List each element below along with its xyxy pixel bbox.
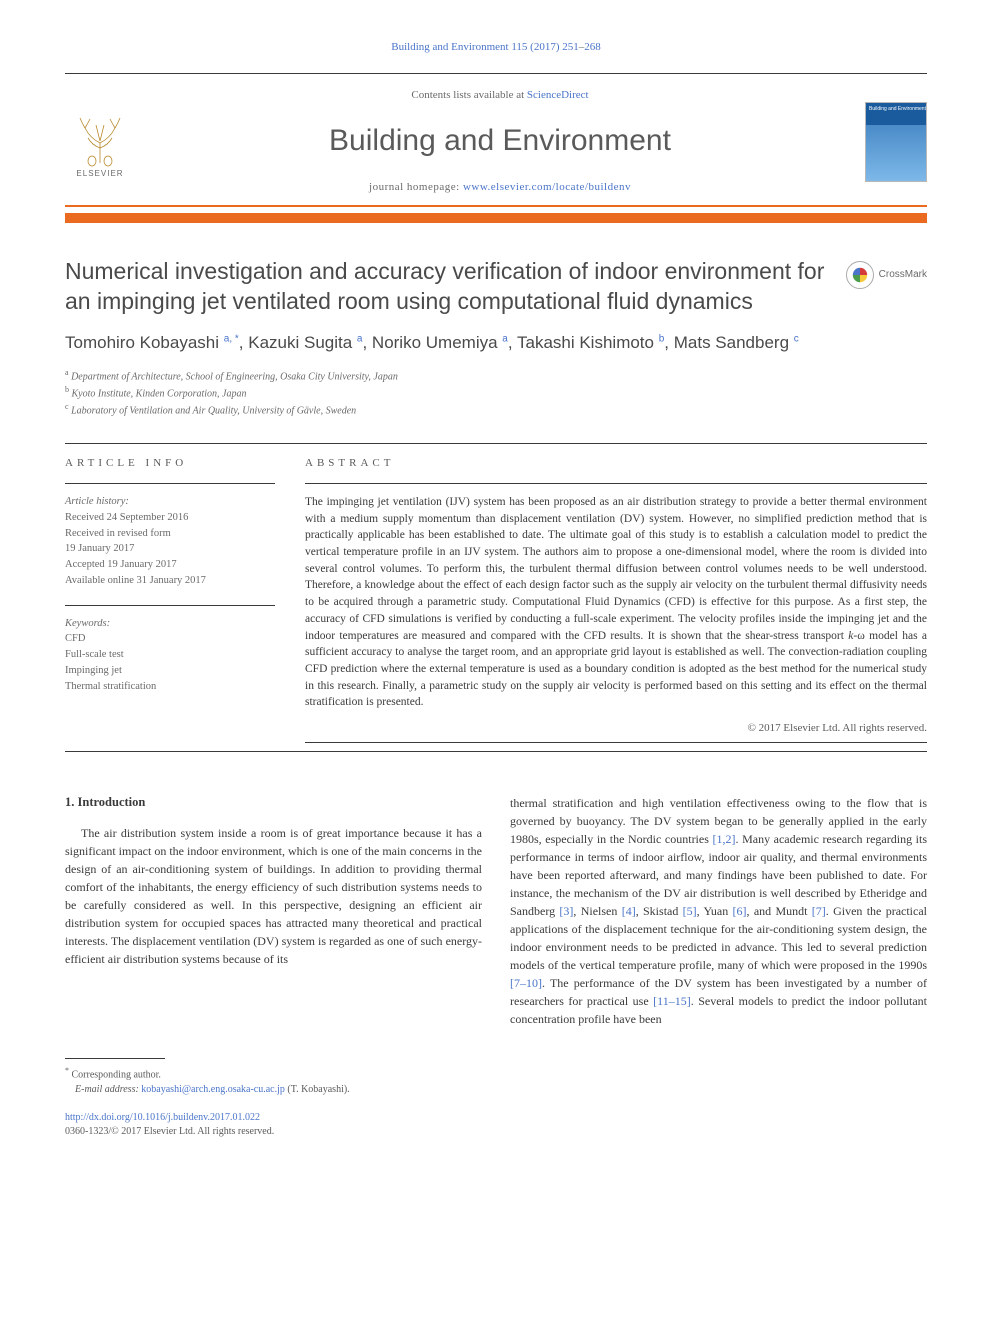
elsevier-tree-icon: [70, 113, 130, 168]
doi-link[interactable]: http://dx.doi.org/10.1016/j.buildenv.201…: [65, 1112, 260, 1123]
section-1-heading: 1. Introduction: [65, 794, 482, 812]
abstract-bottom-divider: [305, 742, 927, 743]
email-label: E-mail address:: [75, 1084, 139, 1095]
intro-para-left: The air distribution system inside a roo…: [65, 824, 482, 968]
info-divider: [65, 483, 275, 484]
corresponding-label: Corresponding author.: [72, 1069, 161, 1080]
article-header: CrossMark Numerical investigation and ac…: [65, 257, 927, 419]
keyword-item: Full-scale test: [65, 649, 124, 660]
footnote-rule: [65, 1058, 165, 1059]
crossmark-icon: [846, 261, 874, 289]
history-accepted: Accepted 19 January 2017: [65, 559, 177, 570]
abstract-text: The impinging jet ventilation (IJV) syst…: [305, 494, 927, 711]
divider-after-abstract: [65, 751, 927, 752]
authors: Tomohiro Kobayashi a, *, Kazuki Sugita a…: [65, 331, 927, 355]
journal-cover-thumb[interactable]: Building and Environment: [865, 102, 927, 182]
corresponding-email-link[interactable]: kobayashi@arch.eng.osaka-cu.ac.jp: [141, 1084, 285, 1095]
article-info-heading: ARTICLE INFO: [65, 456, 275, 471]
ref-link[interactable]: [7]: [812, 904, 826, 918]
divider: [65, 443, 927, 444]
ref-link[interactable]: [6]: [733, 904, 747, 918]
article-title: Numerical investigation and accuracy ver…: [65, 257, 825, 317]
ref-link[interactable]: [5]: [683, 904, 697, 918]
crossmark-badge[interactable]: CrossMark: [846, 261, 927, 289]
abstract-heading: ABSTRACT: [305, 456, 927, 471]
abstract-copyright: © 2017 Elsevier Ltd. All rights reserved…: [305, 721, 927, 736]
homepage-line: journal homepage: www.elsevier.com/locat…: [155, 180, 845, 195]
homepage-prefix: journal homepage:: [369, 181, 463, 193]
footer-block: http://dx.doi.org/10.1016/j.buildenv.201…: [65, 1111, 927, 1139]
body-left-col: 1. Introduction The air distribution sys…: [65, 794, 482, 1097]
journal-name: Building and Environment: [155, 120, 845, 162]
body-right-col: thermal stratification and high ventilat…: [510, 794, 927, 1097]
keyword-item: Thermal stratification: [65, 681, 156, 692]
citation-suffix[interactable]: 268: [584, 41, 601, 53]
article-info-col: ARTICLE INFO Article history: Received 2…: [65, 456, 275, 744]
info-abstract-row: ARTICLE INFO Article history: Received 2…: [65, 456, 927, 744]
top-citation: Building and Environment 115 (2017) 251–…: [65, 40, 927, 55]
publisher-logo[interactable]: ELSEVIER: [65, 104, 135, 179]
keywords-divider: [65, 605, 275, 606]
keywords-label: Keywords:: [65, 618, 110, 629]
intro-para-right: thermal stratification and high ventilat…: [510, 794, 927, 1028]
email-suffix: (T. Kobayashi).: [287, 1084, 349, 1095]
history-received: Received 24 September 2016: [65, 512, 188, 523]
abstract-divider: [305, 483, 927, 484]
article-history: Article history: Received 24 September 2…: [65, 494, 275, 589]
citation-prefix[interactable]: Building and Environment 115 (2017) 251: [391, 41, 579, 53]
issn-copyright: 0360-1323/© 2017 Elsevier Ltd. All right…: [65, 1126, 274, 1137]
abstract-col: ABSTRACT The impinging jet ventilation (…: [305, 456, 927, 744]
masthead: ELSEVIER Contents lists available at Sci…: [65, 73, 927, 207]
contents-line: Contents lists available at ScienceDirec…: [155, 88, 845, 103]
history-revised-1: Received in revised form: [65, 528, 171, 539]
ref-link[interactable]: [3]: [559, 904, 573, 918]
masthead-center: Contents lists available at ScienceDirec…: [155, 88, 845, 195]
body-columns: 1. Introduction The air distribution sys…: [65, 794, 927, 1097]
history-online: Available online 31 January 2017: [65, 575, 206, 586]
homepage-link[interactable]: www.elsevier.com/locate/buildenv: [463, 181, 631, 193]
ref-link[interactable]: [4]: [622, 904, 636, 918]
crossmark-label: CrossMark: [879, 268, 927, 282]
corresponding-footnote: * Corresponding author. E-mail address: …: [65, 1065, 482, 1097]
contents-prefix: Contents lists available at: [411, 89, 526, 101]
ref-link[interactable]: [11–15]: [653, 994, 691, 1008]
footnote-star-icon: *: [65, 1066, 69, 1075]
orange-divider: [65, 213, 927, 223]
ref-link[interactable]: [7–10]: [510, 976, 542, 990]
cover-title: Building and Environment: [869, 107, 926, 113]
history-revised-2: 19 January 2017: [65, 543, 134, 554]
keyword-item: Impinging jet: [65, 665, 122, 676]
sciencedirect-link[interactable]: ScienceDirect: [527, 89, 589, 101]
publisher-name: ELSEVIER: [76, 168, 123, 179]
keywords-block: Keywords: CFD Full-scale test Impinging je…: [65, 616, 275, 695]
history-label: Article history:: [65, 496, 129, 507]
ref-link[interactable]: [1,2]: [712, 832, 735, 846]
intro-para-left-text: The air distribution system inside a roo…: [65, 824, 482, 968]
keyword-item: CFD: [65, 633, 85, 644]
affiliations: a Department of Architecture, School of …: [65, 367, 927, 419]
